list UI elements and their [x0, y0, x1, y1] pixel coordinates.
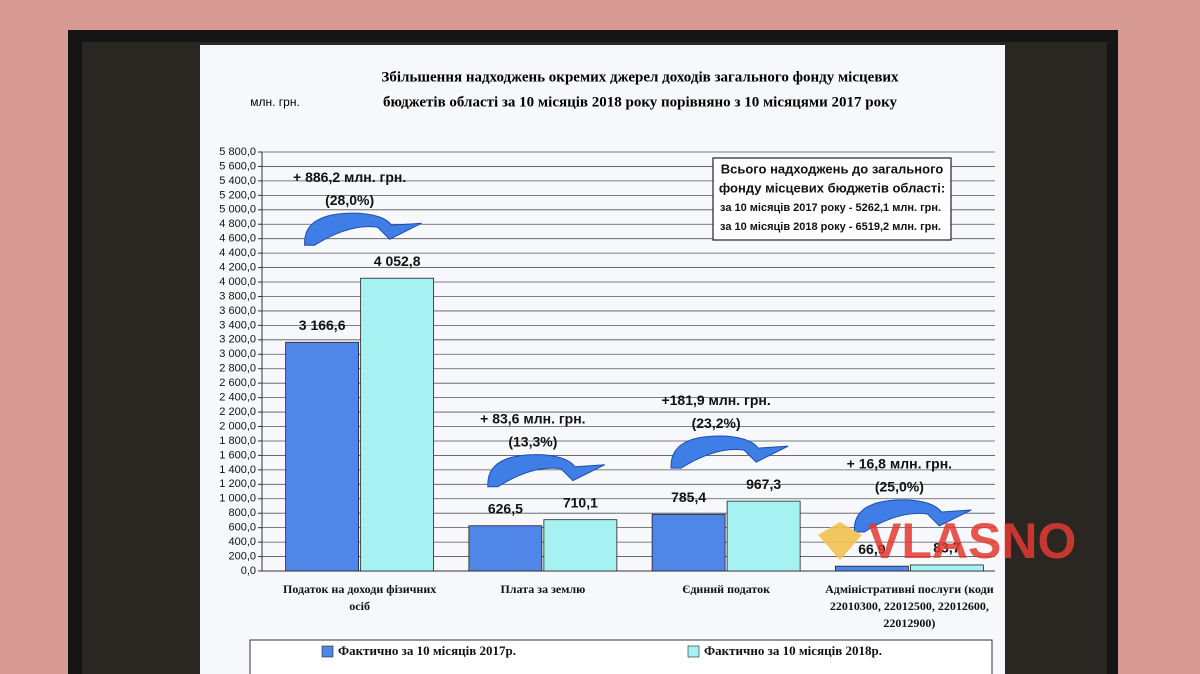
x-tick-label: Податок на доходи фізичних осіб — [283, 582, 437, 613]
y-tick-label: 2 400,0 — [219, 392, 256, 404]
value-label: 83,7 — [933, 540, 960, 556]
y-tick-label: 5 000,0 — [219, 204, 256, 216]
bar — [543, 519, 618, 572]
x-tick-label: Єдиний податок — [682, 582, 771, 596]
annotation-percent: (13,3%) — [508, 433, 557, 449]
y-tick-label: 0,0 — [241, 565, 256, 577]
annotation-change: + 83,6 млн. грн. — [480, 410, 585, 426]
value-label: 785,4 — [671, 489, 706, 505]
y-tick-label: 1 000,0 — [219, 493, 256, 505]
y-tick-label: 3 200,0 — [219, 334, 256, 346]
y-tick-label: 4 400,0 — [219, 247, 256, 259]
y-tick-label: 2 200,0 — [219, 406, 256, 418]
y-tick-label: 5 600,0 — [219, 160, 256, 172]
y-tick-label: 3 000,0 — [219, 348, 256, 360]
summary-line: за 10 місяців 2017 року - 5262,1 млн. гр… — [720, 202, 941, 214]
annotation-percent: (23,2%) — [692, 415, 741, 431]
bar — [651, 513, 726, 572]
value-label: 66,9 — [858, 541, 885, 557]
legend-swatch — [321, 645, 334, 658]
value-label: 626,5 — [488, 500, 523, 516]
y-tick-label: 2 600,0 — [219, 377, 256, 389]
arrow — [487, 454, 606, 488]
y-tick-label: 1 600,0 — [219, 449, 256, 461]
y-tick-label: 3 600,0 — [219, 305, 256, 317]
y-tick-label: 1 200,0 — [219, 478, 256, 490]
value-label: 4 052,8 — [374, 253, 421, 269]
chart-title: Збільшення надходжень окремих джерел дох… — [381, 69, 899, 85]
chart-title: бюджетів області за 10 місяців 2018 року… — [383, 94, 897, 110]
y-tick-label: 3 400,0 — [219, 319, 256, 331]
y-tick-label: 4 000,0 — [219, 276, 256, 288]
bar — [726, 500, 801, 572]
summary-line: Всього надходжень до загального — [721, 161, 944, 176]
y-axis-label: млн. грн. — [250, 95, 300, 109]
annotation-change: + 16,8 млн. грн. — [847, 456, 952, 472]
arrow — [670, 435, 789, 469]
y-tick-label: 2 800,0 — [219, 363, 256, 375]
bar — [468, 525, 543, 572]
y-tick-label: 1 400,0 — [219, 464, 256, 476]
y-tick-label: 800,0 — [228, 507, 256, 519]
value-label: 967,3 — [746, 476, 781, 492]
y-tick-label: 600,0 — [228, 522, 256, 534]
y-tick-label: 5 400,0 — [219, 175, 256, 187]
annotation-change: + 886,2 млн. грн. — [293, 169, 406, 185]
y-tick-label: 5 200,0 — [219, 189, 256, 201]
x-tick-label: Плата за землю — [500, 582, 586, 596]
y-tick-label: 4 600,0 — [219, 233, 256, 245]
y-tick-label: 4 800,0 — [219, 218, 256, 230]
y-tick-label: 5 800,0 — [219, 146, 256, 158]
bar — [360, 277, 435, 572]
y-tick-label: 4 200,0 — [219, 261, 256, 273]
bar — [909, 564, 984, 572]
legend-label: Фактично за 10 місяців 2018р. — [704, 643, 882, 658]
annotation-percent: (25,0%) — [875, 479, 924, 495]
watermark-logo — [818, 522, 862, 560]
legend-swatch — [687, 645, 700, 658]
bar — [834, 565, 909, 572]
y-tick-label: 1 800,0 — [219, 435, 256, 447]
arrow — [853, 499, 972, 533]
y-tick-label: 2 000,0 — [219, 420, 256, 432]
arrow — [304, 212, 422, 246]
annotation-change: +181,9 млн. грн. — [661, 392, 770, 408]
legend-box — [249, 639, 993, 674]
y-tick-label: 200,0 — [228, 550, 256, 562]
summary-box — [712, 157, 952, 241]
y-tick-label: 3 800,0 — [219, 290, 256, 302]
legend-label: Фактично за 10 місяців 2017р. — [338, 643, 516, 658]
watermark: VLASNO — [868, 513, 1076, 569]
summary-line: фонду місцевих бюджетів області: — [719, 180, 945, 195]
annotation-percent: (28,0%) — [325, 192, 374, 208]
value-label: 710,1 — [563, 494, 598, 510]
bar — [285, 341, 360, 572]
value-label: 3 166,6 — [299, 317, 346, 333]
y-tick-label: 400,0 — [228, 536, 256, 548]
x-tick-label: Адміністративні послуги (коди 22010300, … — [825, 582, 994, 630]
summary-line: за 10 місяців 2018 року - 6519,2 млн. гр… — [720, 221, 941, 233]
